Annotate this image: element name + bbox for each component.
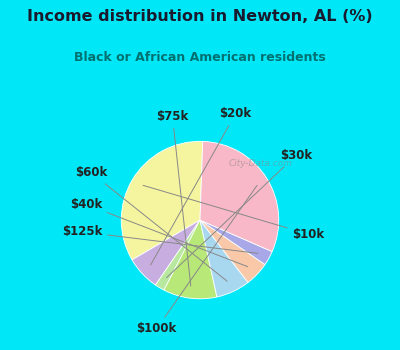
Wedge shape xyxy=(200,220,272,265)
Text: Income distribution in Newton, AL (%): Income distribution in Newton, AL (%) xyxy=(27,9,373,24)
Text: $20k: $20k xyxy=(151,107,252,265)
Text: $125k: $125k xyxy=(62,225,258,253)
Text: $10k: $10k xyxy=(143,186,325,241)
Wedge shape xyxy=(200,220,248,297)
Text: $60k: $60k xyxy=(75,166,227,281)
Text: $100k: $100k xyxy=(136,186,257,335)
Wedge shape xyxy=(132,220,200,285)
Wedge shape xyxy=(164,220,217,299)
Wedge shape xyxy=(156,220,200,290)
Wedge shape xyxy=(200,141,279,252)
Text: Black or African American residents: Black or African American residents xyxy=(74,51,326,64)
Wedge shape xyxy=(121,141,203,260)
Text: $40k: $40k xyxy=(70,198,248,267)
Text: $30k: $30k xyxy=(166,149,312,278)
Wedge shape xyxy=(200,220,265,282)
Text: $75k: $75k xyxy=(156,110,191,286)
Text: City-Data.com: City-Data.com xyxy=(229,159,293,168)
